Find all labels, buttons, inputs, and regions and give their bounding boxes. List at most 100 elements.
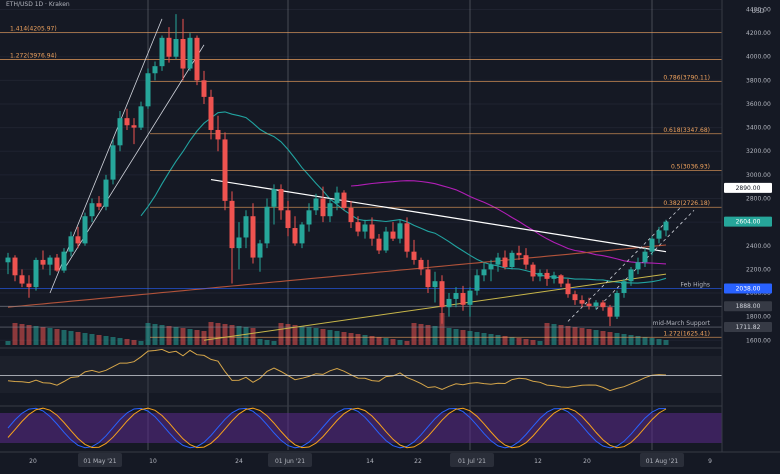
- candle-body: [649, 238, 655, 252]
- price-tick-label: 2800.00: [746, 195, 771, 202]
- volume-bar: [131, 340, 137, 345]
- candle-body: [593, 302, 599, 307]
- price-tick-label: 4000.00: [746, 54, 771, 61]
- candle-body: [159, 37, 165, 67]
- volume-bar: [215, 323, 221, 345]
- candle-body: [341, 192, 347, 208]
- volume-bar: [96, 335, 102, 345]
- candle-body: [124, 118, 130, 126]
- volume-bar: [481, 333, 487, 345]
- time-label: 12: [534, 458, 542, 465]
- candle-body: [54, 257, 60, 271]
- ma-200-line: [7, 244, 667, 308]
- candle-body: [488, 264, 494, 270]
- price-tag-label: 2890.00: [736, 185, 761, 192]
- fib-label: 1.272(1625.41): [663, 330, 710, 337]
- candle-body: [243, 216, 249, 238]
- volume-bar: [439, 313, 445, 345]
- axis-background: [722, 0, 780, 470]
- candle-body: [208, 96, 214, 130]
- stoch-band: [0, 413, 722, 443]
- volume-bar: [82, 333, 88, 345]
- time-label-highlight: [268, 453, 312, 467]
- volume-bar: [362, 335, 368, 345]
- candle-body: [446, 298, 452, 308]
- time-axis-background: [0, 452, 780, 470]
- volume-bar: [509, 337, 515, 345]
- price-tick-label: 3000.00: [746, 172, 771, 179]
- candle-body: [75, 236, 81, 244]
- candle-body: [628, 269, 634, 282]
- volume-bar: [383, 338, 389, 345]
- axis-unit-label: USD: [752, 8, 765, 15]
- price-tick-label: 1600.00: [746, 337, 771, 344]
- candle-body: [40, 259, 46, 265]
- candle-body: [376, 238, 382, 251]
- price-tag-label: 1888.00: [736, 303, 761, 310]
- volume-bar: [75, 332, 81, 345]
- volume-bar: [579, 328, 585, 345]
- candle-body: [138, 106, 144, 128]
- volume-bar: [285, 324, 291, 345]
- volume-bar: [628, 335, 634, 345]
- candle-body: [26, 283, 32, 288]
- candle-body: [551, 275, 557, 279]
- time-axis[interactable]: 20 01 May '21 10 24 01 Jun '21 14 22 01 Jul '21…: [0, 451, 780, 470]
- volume-bar: [201, 331, 207, 345]
- candle-body: [173, 38, 179, 57]
- candle-body: [229, 200, 235, 249]
- candle-body: [537, 272, 543, 277]
- volume-bar: [54, 329, 60, 345]
- volume-bar: [117, 338, 123, 345]
- candle-body: [509, 252, 515, 268]
- volume-bar: [572, 327, 578, 345]
- candle-body: [572, 294, 578, 301]
- volume-bar: [544, 323, 550, 345]
- candle-body: [103, 179, 109, 207]
- candle-body: [222, 139, 228, 201]
- candle-body: [369, 224, 375, 239]
- price-tick-label: 3200.00: [746, 148, 771, 155]
- stoch-d-line: [7, 407, 667, 449]
- time-label: 10: [149, 458, 157, 465]
- volume-bar: [425, 325, 431, 345]
- time-label: 14: [366, 458, 374, 465]
- fib-label: 0.786(3790.11): [663, 75, 710, 82]
- candle-body: [481, 269, 487, 276]
- volume-bar: [551, 324, 557, 345]
- candle-body: [418, 259, 424, 270]
- candle-body: [334, 192, 340, 204]
- volume-bar: [418, 324, 424, 345]
- volume-bar: [47, 328, 53, 345]
- trendlines: [49, 18, 695, 341]
- candle-body: [250, 216, 256, 258]
- volume-bar: [243, 327, 249, 345]
- time-label: 22: [414, 458, 422, 465]
- volume-bar: [558, 325, 564, 345]
- candle-body: [439, 281, 445, 308]
- volume-bar: [271, 341, 277, 345]
- price-tick-label: 2400.00: [746, 243, 771, 250]
- candle-body: [117, 118, 123, 146]
- volume-bar: [642, 337, 648, 345]
- candle-body: [390, 231, 396, 239]
- candle-body: [600, 302, 606, 308]
- price-tick-label: 4400.00: [746, 6, 771, 13]
- volume-bar: [369, 336, 375, 345]
- candle-body: [236, 237, 242, 249]
- price-tick-label: 3600.00: [746, 101, 771, 108]
- time-label: 24: [235, 458, 243, 465]
- volume-bar: [432, 326, 438, 345]
- time-label: 01 Aug '21: [646, 458, 679, 465]
- volume-bar: [397, 340, 403, 345]
- volume-bar: [166, 326, 172, 345]
- candle-body: [523, 255, 529, 265]
- time-label: 20: [29, 458, 37, 465]
- candle-body: [166, 37, 172, 57]
- candle-body: [33, 259, 39, 288]
- candle-body: [467, 290, 473, 305]
- fib-label: 1.272(3976.94): [10, 52, 57, 59]
- stoch-k-line: [7, 407, 666, 449]
